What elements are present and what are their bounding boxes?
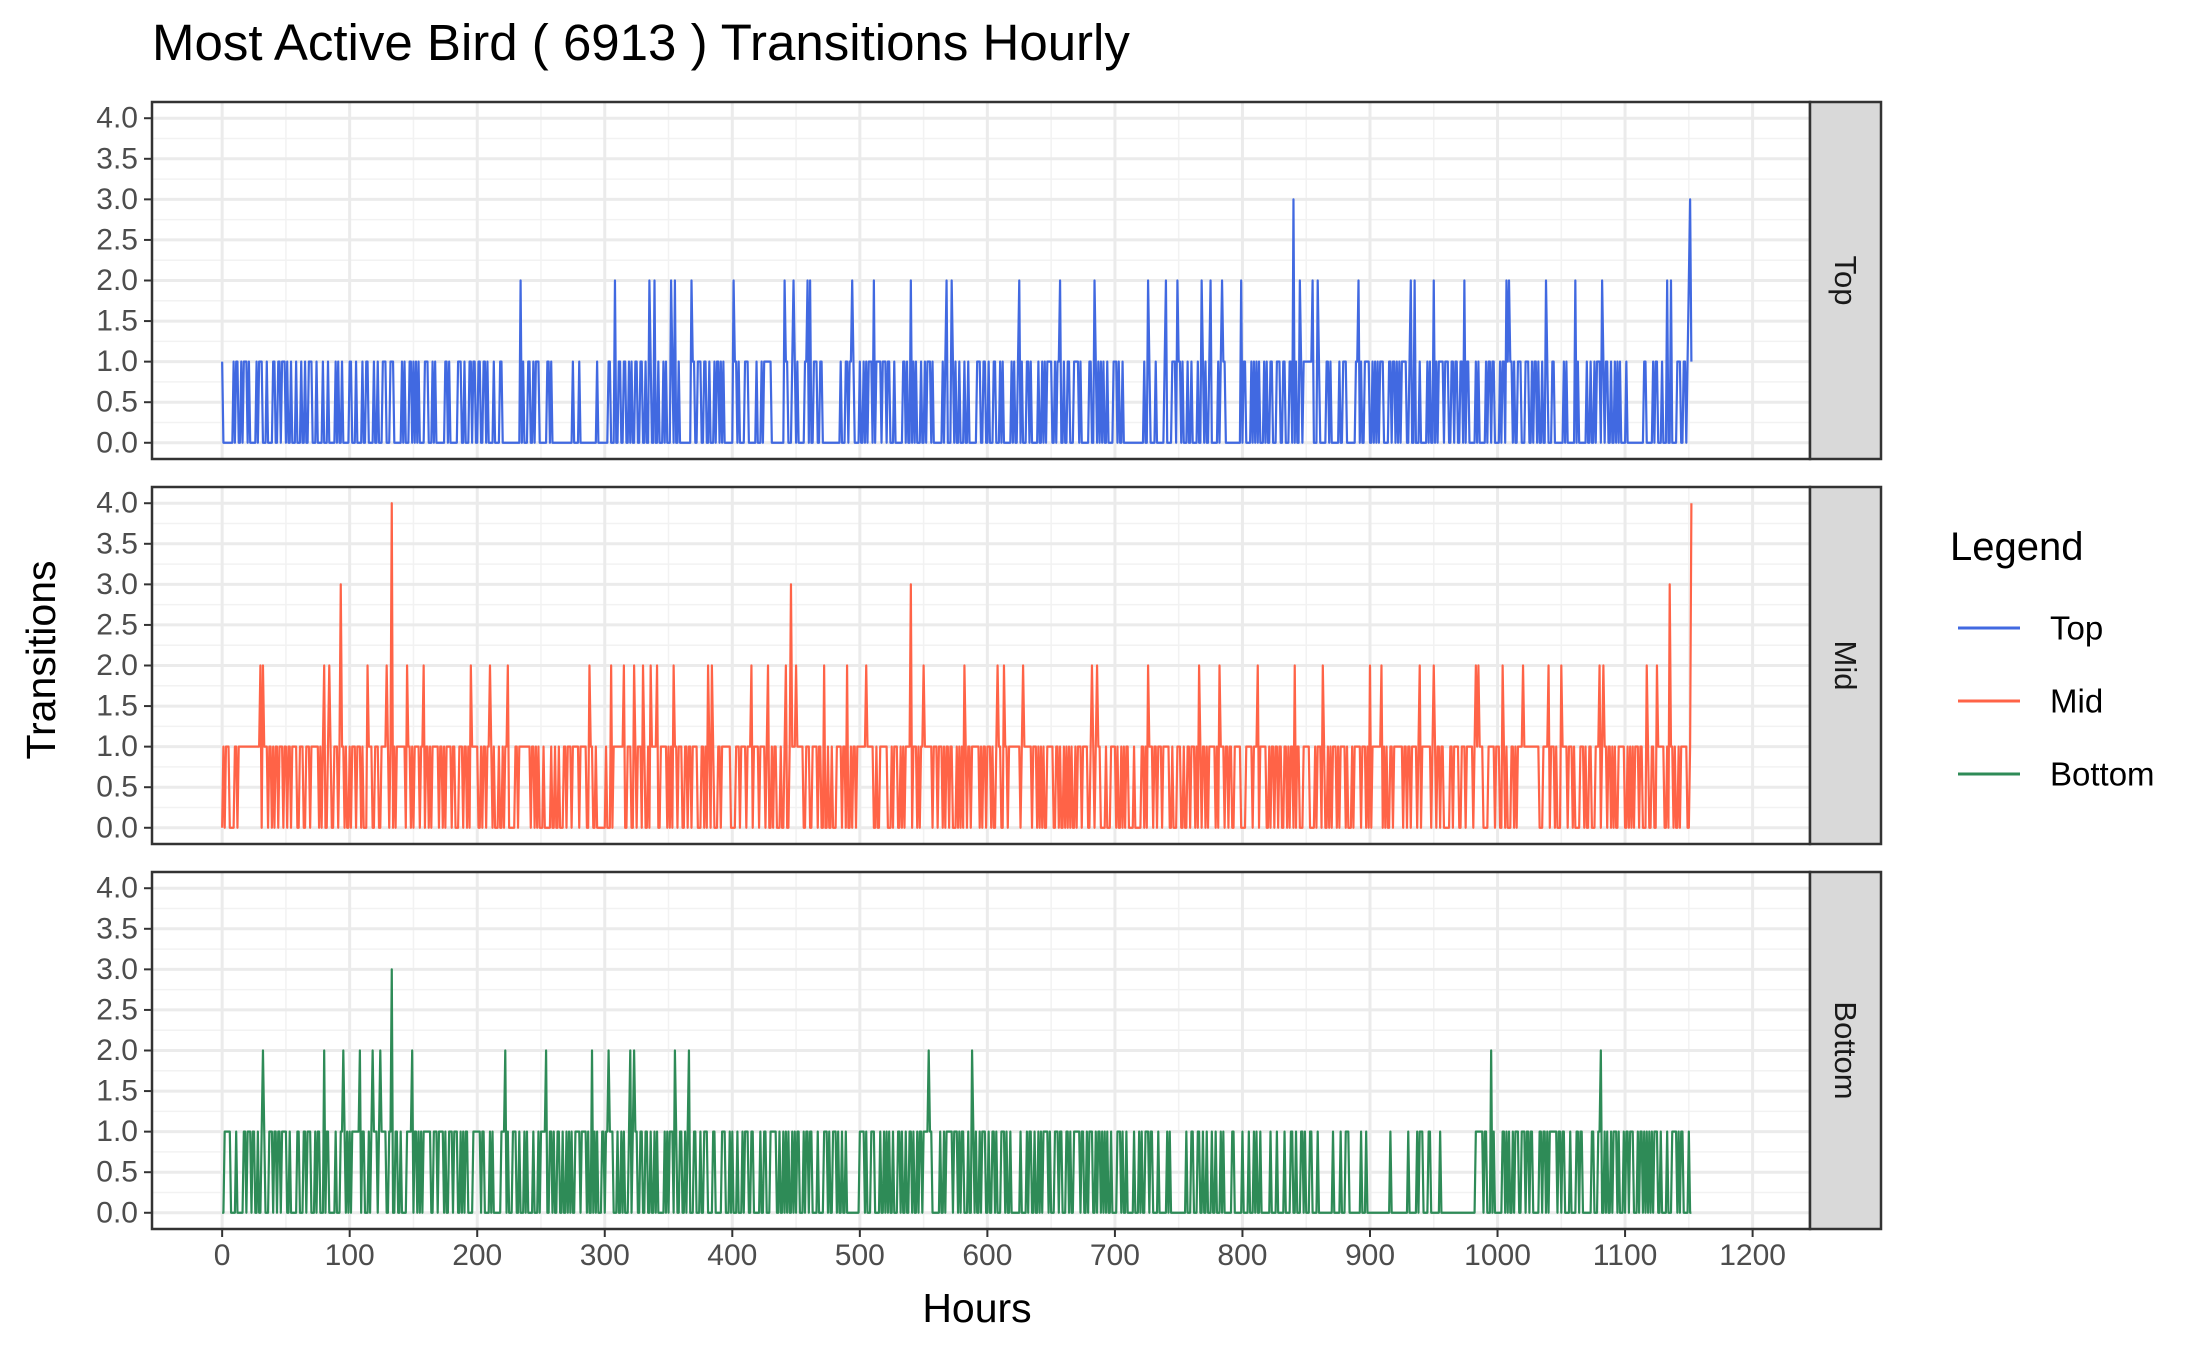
facet-strip: Mid — [1808, 485, 1883, 846]
y-tick-label: 2.0 — [96, 264, 138, 297]
y-tick-label: 0.0 — [96, 1196, 138, 1229]
x-tick-label: 500 — [835, 1239, 885, 1272]
facet-strip-background — [1808, 870, 1883, 1231]
x-tick-label: 1100 — [1593, 1239, 1658, 1272]
y-tick-label: 3.5 — [96, 527, 138, 560]
y-tick-label: 3.5 — [96, 142, 138, 175]
y-tick-label: 3.5 — [96, 912, 138, 945]
legend-label: Mid — [2050, 683, 2103, 720]
x-axis: 0 100 200 300 400 500 600 700 800 900 1000 1100 1200 — [214, 1229, 1786, 1272]
y-tick-label: 1.0 — [96, 730, 138, 763]
x-tick-label: 700 — [1090, 1239, 1140, 1272]
panel-bottom: Bottom 0.0 0.5 1.0 1.5 2.0 2.5 3.0 3.5 4.0 — [96, 870, 1883, 1231]
legend-label: Top — [2050, 610, 2103, 647]
facet-label: Mid — [1828, 641, 1863, 691]
y-tick-label: 1.5 — [96, 1075, 138, 1108]
x-tick-label: 800 — [1217, 1239, 1267, 1272]
facet-label: Bottom — [1828, 1001, 1863, 1099]
y-tick-label: 1.0 — [96, 1115, 138, 1148]
facet-strip: Top — [1808, 100, 1883, 461]
legend: Legend Top Mid Bottom — [1950, 525, 2155, 793]
y-tick-label: 1.5 — [96, 690, 138, 723]
y-tick-label: 2.0 — [96, 649, 138, 682]
y-tick-label: 0.0 — [96, 811, 138, 844]
legend-title: Legend — [1950, 525, 2083, 569]
legend-label: Bottom — [2050, 756, 2155, 793]
x-axis-title: Hours — [922, 1285, 1031, 1331]
x-tick-label: 0 — [214, 1239, 231, 1272]
y-tick-label: 4.0 — [96, 872, 138, 905]
series-line-top — [221, 198, 1693, 444]
y-axis-title: Transitions — [18, 561, 64, 760]
x-tick-label: 400 — [707, 1239, 757, 1272]
facet-label: Top — [1828, 256, 1863, 306]
y-tick-label: 2.5 — [96, 993, 138, 1026]
y-tick-label: 2.5 — [96, 608, 138, 641]
legend-entry-bottom: Bottom — [1958, 756, 2155, 793]
facet-panels: Top 0.0 0.5 1.0 1.5 2.0 2.5 3.0 3.5 4.0 Mid 0.0 0.5 1… — [96, 100, 1883, 1231]
legend-entries: Top Mid Bottom — [1958, 610, 2155, 793]
y-tick-label: 0.0 — [96, 426, 138, 459]
y-tick-label: 3.0 — [96, 183, 138, 216]
y-tick-label: 4.0 — [96, 487, 138, 520]
legend-entry-mid: Mid — [1958, 683, 2103, 720]
x-tick-label: 1000 — [1464, 1239, 1531, 1272]
panel-top: Top 0.0 0.5 1.0 1.5 2.0 2.5 3.0 3.5 4.0 — [96, 100, 1883, 461]
panel-mid: Mid 0.0 0.5 1.0 1.5 2.0 2.5 3.0 3.5 4.0 — [96, 485, 1883, 846]
y-tick-label: 1.5 — [96, 305, 138, 338]
y-tick-label: 0.5 — [96, 771, 138, 804]
x-tick-label: 100 — [325, 1239, 375, 1272]
y-tick-label: 3.0 — [96, 953, 138, 986]
y-tick-label: 2.5 — [96, 223, 138, 256]
facet-strip-background — [1808, 485, 1883, 846]
facet-strip: Bottom — [1808, 870, 1883, 1231]
y-tick-label: 1.0 — [96, 345, 138, 378]
y-tick-label: 3.0 — [96, 568, 138, 601]
y-tick-label: 4.0 — [96, 102, 138, 135]
y-tick-label: 2.0 — [96, 1034, 138, 1067]
x-tick-label: 200 — [452, 1239, 502, 1272]
series-line-mid — [221, 502, 1693, 829]
x-tick-label: 900 — [1345, 1239, 1395, 1272]
y-tick-label: 0.5 — [96, 386, 138, 419]
legend-entry-top: Top — [1958, 610, 2103, 647]
x-tick-label: 300 — [580, 1239, 630, 1272]
y-tick-label: 0.5 — [96, 1156, 138, 1189]
x-tick-label: 600 — [962, 1239, 1012, 1272]
facet-strip-background — [1808, 100, 1883, 461]
series-line-bottom — [222, 968, 1692, 1214]
x-tick-label: 1200 — [1719, 1239, 1786, 1272]
chart-title: Most Active Bird ( 6913 ) Transitions Ho… — [152, 14, 1130, 71]
